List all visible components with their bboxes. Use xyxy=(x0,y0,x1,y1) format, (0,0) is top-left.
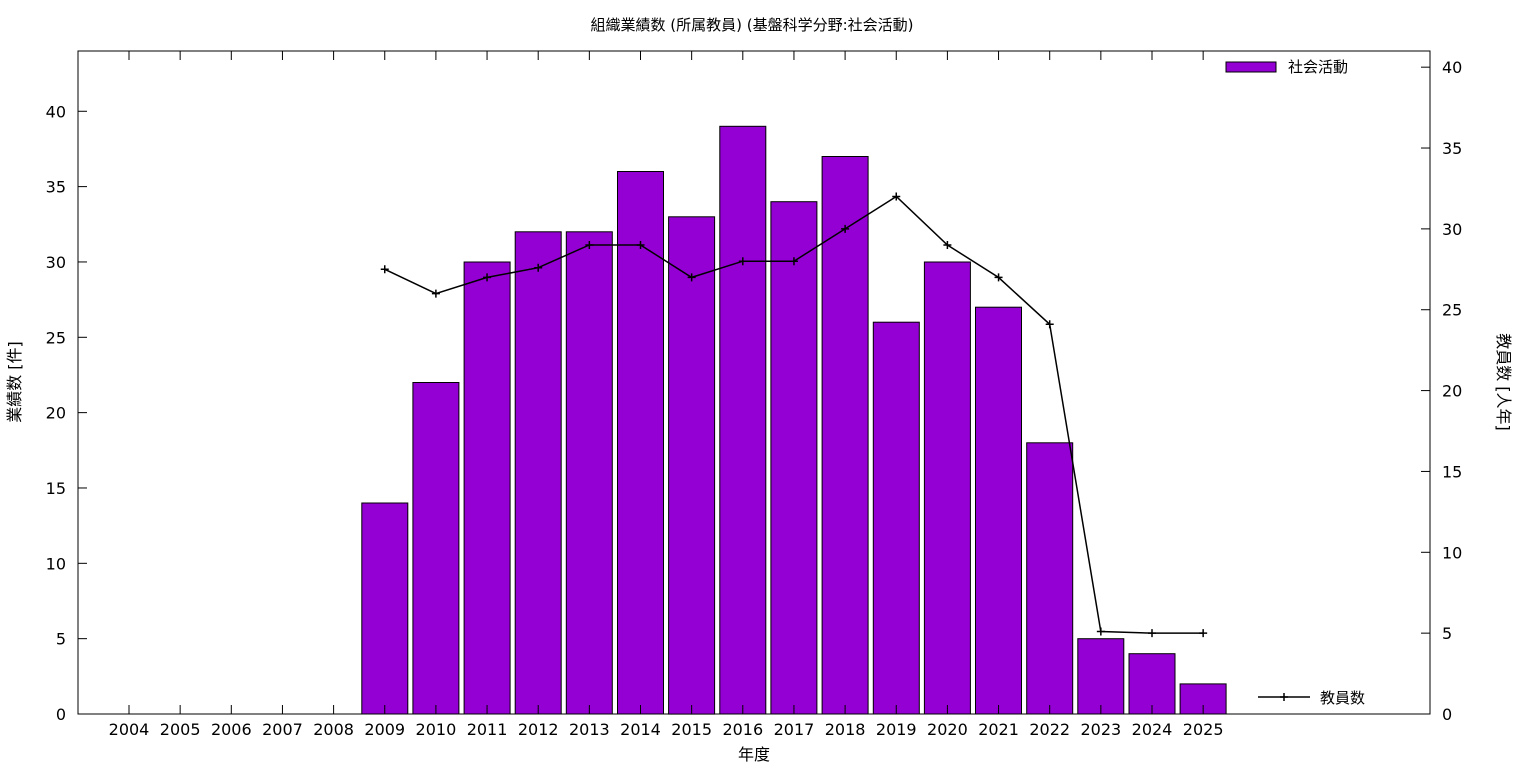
x-tick-label: 2009 xyxy=(364,720,405,739)
bar-2014 xyxy=(617,171,664,715)
y-tick-label: 0 xyxy=(56,705,66,724)
bar-2020 xyxy=(923,261,971,715)
bars-layer xyxy=(361,125,1227,715)
bar-2019 xyxy=(872,321,920,715)
bar-2024 xyxy=(1128,653,1176,715)
chart-title: 組織業績数 (所属教員) (基盤科学分野:社会活動) xyxy=(590,16,913,34)
legend-bar-label: 社会活動 xyxy=(1288,58,1348,76)
bar-2023 xyxy=(1077,638,1125,715)
y2-tick-label: 0 xyxy=(1442,705,1452,724)
x-tick-label: 2019 xyxy=(876,720,917,739)
bar-2010 xyxy=(412,382,460,715)
bar-2016 xyxy=(719,125,767,715)
x-tick-label: 2008 xyxy=(313,720,354,739)
x-tick-label: 2016 xyxy=(722,720,763,739)
bar-2017 xyxy=(770,201,818,715)
faculty-point-2019 xyxy=(892,192,901,201)
y2-tick-label: 15 xyxy=(1442,462,1462,481)
y2-tick-label: 25 xyxy=(1442,301,1462,320)
y2-axis-label: 教員数 [人年] xyxy=(1494,333,1513,431)
x-tick-label: 2012 xyxy=(518,720,559,739)
x-tick-label: 2010 xyxy=(416,720,457,739)
faculty-point-2021 xyxy=(994,273,1003,282)
bar-2022 xyxy=(1026,442,1074,715)
y-tick-label: 30 xyxy=(46,253,66,272)
y-axis-label: 業績数 [件] xyxy=(5,341,24,423)
x-tick-label: 2022 xyxy=(1029,720,1070,739)
x-tick-label: 2024 xyxy=(1132,720,1173,739)
legend-bar-swatch xyxy=(1225,61,1277,73)
faculty-point-2024 xyxy=(1148,629,1156,638)
faculty-point-2013 xyxy=(585,241,594,249)
x-tick-label: 2015 xyxy=(671,720,712,739)
faculty-point-2017 xyxy=(789,257,798,266)
y-tick-label: 10 xyxy=(46,554,66,573)
x-axis-label: 年度 xyxy=(738,745,770,764)
y-tick-label: 25 xyxy=(46,328,66,347)
x-tick-label: 2018 xyxy=(825,720,866,739)
bar-2012 xyxy=(514,231,562,715)
x-tick-label: 2011 xyxy=(467,720,508,739)
x-tick-label: 2017 xyxy=(774,720,815,739)
x-tick-label: 2013 xyxy=(569,720,610,739)
faculty-point-2014 xyxy=(636,241,645,249)
x-tick-label: 2004 xyxy=(109,720,150,739)
faculty-point-2016 xyxy=(738,257,747,266)
faculty-point-2025 xyxy=(1199,629,1208,638)
x-tick-label: 2006 xyxy=(211,720,252,739)
y-tick-label: 15 xyxy=(46,479,66,498)
y2-tick-label: 40 xyxy=(1442,58,1462,77)
y-tick-label: 35 xyxy=(46,178,66,197)
faculty-point-2020 xyxy=(943,241,952,249)
y-tick-label: 20 xyxy=(46,404,66,423)
y2-tick-label: 30 xyxy=(1442,220,1462,239)
y-tick-label: 5 xyxy=(56,630,66,649)
faculty-point-2015 xyxy=(687,273,696,282)
faculty-point-2012 xyxy=(534,263,543,272)
y2-tick-label: 10 xyxy=(1442,543,1462,562)
x-tick-label: 2021 xyxy=(978,720,1019,739)
y2-tick-label: 35 xyxy=(1442,139,1462,158)
bar-2009 xyxy=(361,502,409,715)
legend-line-series: 教員数 xyxy=(1258,689,1365,707)
faculty-point-2023 xyxy=(1096,627,1105,636)
legend-bar-series: 社会活動 xyxy=(1225,58,1348,76)
bar-2015 xyxy=(668,216,716,715)
x-tick-label: 2025 xyxy=(1183,720,1224,739)
line-layer xyxy=(380,192,1208,638)
faculty-point-2009 xyxy=(380,265,389,274)
faculty-point-2011 xyxy=(483,273,492,282)
x-tick-label: 2005 xyxy=(160,720,201,739)
bar-2013 xyxy=(565,231,613,715)
faculty-point-2022 xyxy=(1045,320,1054,329)
y2-tick-label: 5 xyxy=(1442,624,1452,643)
x-tick-label: 2020 xyxy=(927,720,968,739)
x-tick-label: 2007 xyxy=(262,720,303,739)
legend-line-label: 教員数 xyxy=(1320,689,1365,707)
bar-2011 xyxy=(463,261,511,715)
x-tick-label: 2023 xyxy=(1080,720,1121,739)
bar-2018 xyxy=(821,156,869,715)
bar-2021 xyxy=(975,306,1022,715)
x-tick-label: 2014 xyxy=(620,720,661,739)
legend-line-marker xyxy=(1280,693,1288,701)
faculty-point-2010 xyxy=(431,289,440,298)
faculty-point-2018 xyxy=(841,224,850,233)
y-tick-label: 40 xyxy=(46,102,66,121)
y2-tick-label: 20 xyxy=(1442,382,1462,401)
